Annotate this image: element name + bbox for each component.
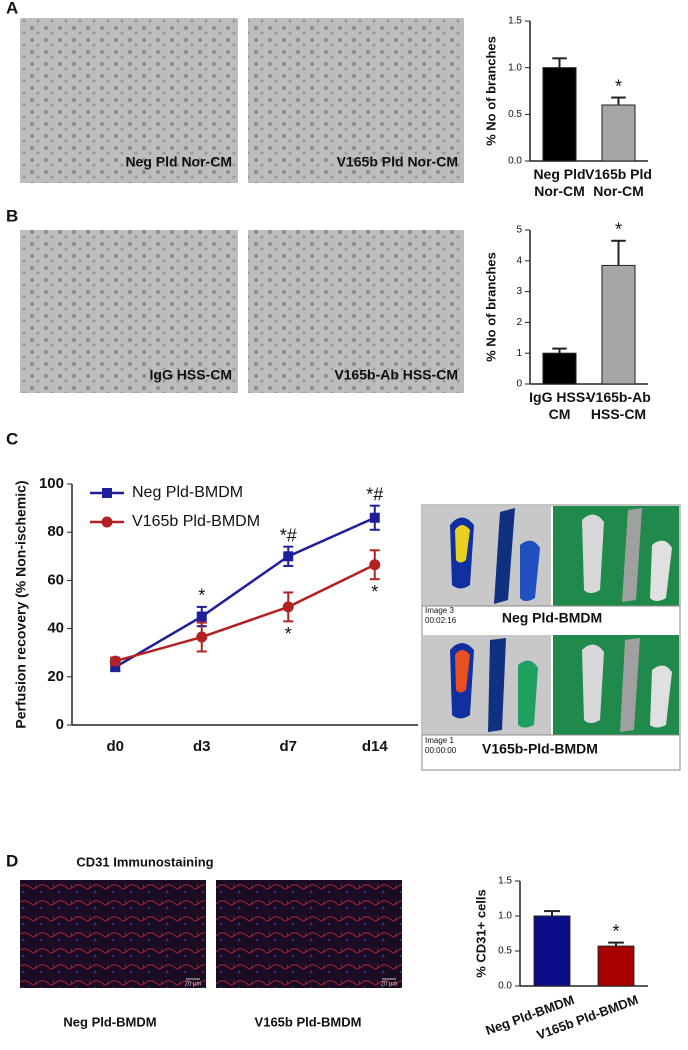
image-stamp: Image 3	[425, 606, 454, 615]
marker	[110, 662, 121, 673]
y-tick-label: 1.0	[508, 62, 522, 73]
y-axis-title: % CD31+ cells	[473, 889, 488, 978]
y-axis-title: % No of branches	[483, 252, 498, 362]
y-axis-title: % No of branches	[483, 36, 498, 146]
image-caption: V165b Pld Nor-CM	[337, 154, 458, 170]
x-tick-label: d14	[362, 738, 389, 755]
marker	[283, 551, 294, 562]
y-tick-label: 0	[56, 716, 64, 733]
x-tick-label: Neg Pld Nor-CM	[533, 166, 586, 199]
marker	[109, 655, 121, 667]
marker	[369, 559, 381, 571]
bar	[542, 67, 577, 162]
image-caption: Neg Pld-BMDM	[63, 1014, 156, 1029]
y-tick-label: 0.0	[508, 156, 522, 167]
annotation: *	[198, 586, 205, 606]
legend-marker	[102, 488, 112, 498]
y-tick-label: 1.5	[508, 16, 522, 27]
image-caption: Neg Pld-BMDM	[502, 610, 602, 626]
series-line	[114, 563, 376, 663]
y-tick-label: 4	[516, 255, 522, 266]
y-tick-label: 1	[516, 348, 522, 359]
y-tick-label: 5	[516, 225, 522, 236]
legend-marker	[101, 516, 113, 528]
y-tick-label: 60	[47, 571, 64, 588]
image-caption: IgG HSS-CM	[150, 367, 232, 383]
series-line	[114, 516, 376, 669]
y-tick-label: 0.0	[498, 981, 512, 992]
y-axis-title: Perfusion recovery (% Non-ischemic)	[13, 480, 29, 728]
image-caption: Neg Pld Nor-CM	[125, 154, 232, 170]
y-tick-label: 3	[516, 286, 522, 297]
x-tick-label: V165b Pld Nor-CM	[585, 166, 652, 199]
annotation: *	[371, 582, 378, 602]
y-tick-label: 0.5	[498, 946, 512, 957]
y-tick-label: 80	[47, 523, 64, 540]
annotation: *#	[366, 484, 383, 504]
y-tick-label: 40	[47, 620, 64, 637]
x-tick-label: d3	[193, 738, 211, 755]
y-tick-label: 1.5	[498, 876, 512, 887]
y-tick-label: 20	[47, 668, 64, 685]
y-tick-label: 2	[516, 317, 522, 328]
annotation: *	[285, 624, 292, 644]
micrograph	[216, 880, 402, 988]
marker	[196, 631, 208, 643]
image-stamp: Image 1	[425, 736, 454, 745]
bar	[601, 264, 636, 385]
image-caption: V165b-Pld-BMDM	[482, 741, 598, 757]
image-stamp: 00:00:00	[425, 746, 457, 755]
y-tick-label: 100	[39, 475, 64, 492]
annotation: *	[615, 220, 622, 240]
panel-label: A	[6, 0, 18, 17]
marker	[369, 512, 380, 523]
y-tick-label: 0	[516, 379, 522, 390]
annotation: *	[612, 921, 619, 941]
x-tick-label: d7	[279, 738, 297, 755]
x-tick-label: IgG HSS-CM	[529, 389, 590, 422]
panel-label: B	[6, 206, 18, 225]
image-caption: V165b Pld-BMDM	[255, 1014, 362, 1029]
micrograph	[248, 18, 464, 183]
legend-label: Neg Pld-BMDM	[132, 484, 243, 501]
scale-label: 20 μm	[381, 982, 398, 988]
legend-label: V165b Pld-BMDM	[132, 513, 260, 530]
panel-label: D	[6, 851, 18, 870]
bar	[601, 104, 636, 162]
x-tick-label: d0	[106, 738, 124, 755]
panel-title: CD31 Immunostaining	[76, 854, 213, 869]
bar	[533, 915, 571, 987]
annotation: *#	[280, 525, 297, 545]
y-tick-label: 0.5	[508, 109, 522, 120]
scale-label: 20 μm	[185, 982, 202, 988]
micrograph	[20, 18, 238, 183]
micrograph	[248, 230, 464, 393]
x-tick-label: V165b-Ab HSS-CM	[586, 389, 651, 422]
marker	[196, 611, 207, 622]
bar	[542, 352, 577, 385]
bar	[597, 945, 635, 987]
micrograph	[20, 880, 206, 988]
annotation: *	[615, 76, 622, 96]
image-stamp: 00:02:16	[425, 616, 457, 625]
image-caption: V165b-Ab HSS-CM	[334, 367, 458, 383]
doppler-images	[421, 504, 681, 771]
panel-label: C	[6, 429, 18, 448]
micrograph	[20, 230, 238, 393]
marker	[282, 601, 294, 613]
y-tick-label: 1.0	[498, 911, 512, 922]
